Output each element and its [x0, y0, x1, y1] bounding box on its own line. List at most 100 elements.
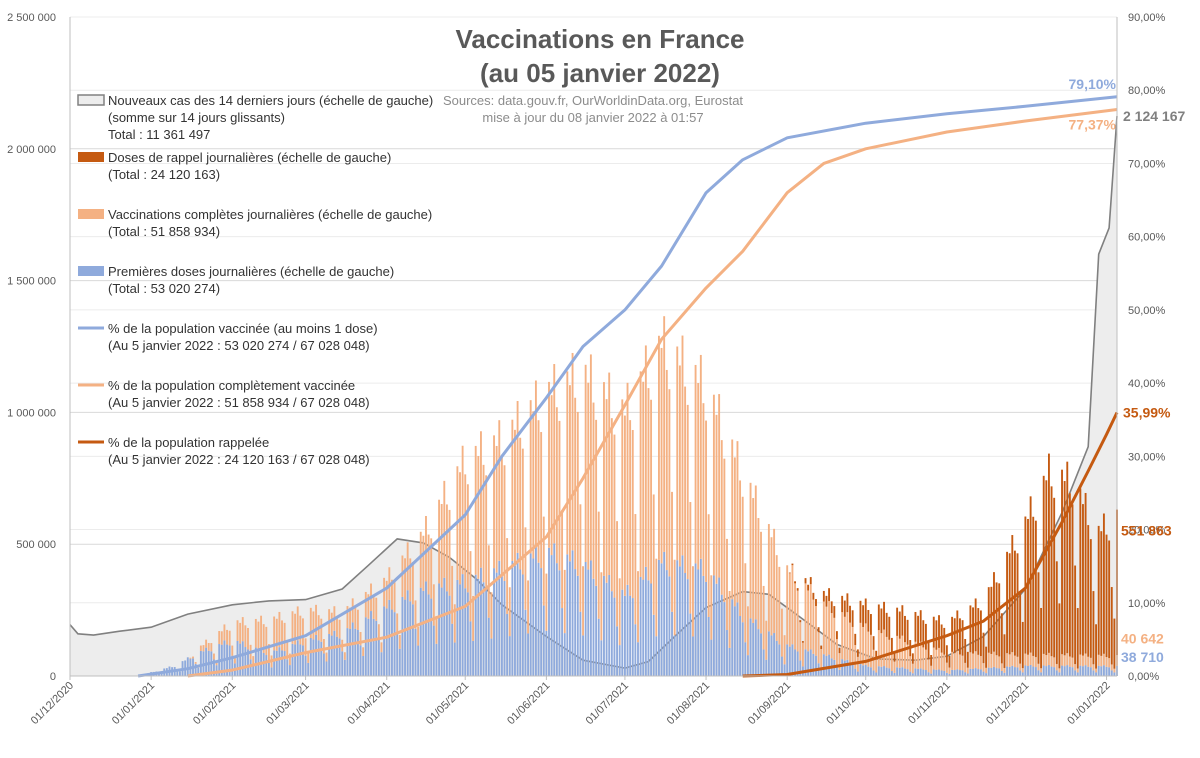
- first-dose-bar: [623, 595, 626, 676]
- first-dose-bar: [304, 655, 307, 676]
- first-dose-bar: [739, 616, 742, 676]
- complete-vaccination-bar: [618, 578, 621, 646]
- complete-vaccination-bar: [765, 620, 768, 660]
- complete-vaccination-bar: [388, 567, 391, 600]
- complete-vaccination-bar: [1000, 663, 1003, 671]
- first-dose-bar: [367, 618, 370, 676]
- first-dose-bar: [241, 641, 244, 676]
- booster-bar: [799, 620, 802, 623]
- first-dose-bar: [835, 665, 838, 676]
- booster-bar: [1092, 591, 1095, 665]
- complete-vaccination-bar: [909, 656, 912, 672]
- complete-vaccination-bar: [746, 606, 749, 656]
- complete-vaccination-bar: [404, 558, 406, 600]
- first-dose-bar: [888, 668, 891, 676]
- first-dose-bar: [1013, 667, 1016, 676]
- complete-vaccination-bar: [425, 515, 427, 582]
- booster-bar: [904, 615, 906, 643]
- booster-bar: [1040, 607, 1043, 669]
- complete-vaccination-bar: [867, 631, 870, 667]
- complete-vaccination-bar: [202, 645, 205, 652]
- complete-vaccination-bar: [469, 551, 472, 622]
- complete-vaccination-bar: [1034, 657, 1037, 668]
- right-tick-label: 30,00%: [1128, 451, 1166, 463]
- complete-vaccination-bar: [537, 420, 540, 563]
- complete-vaccination-bar: [244, 625, 247, 648]
- complete-vaccination-bar: [830, 613, 833, 659]
- complete-vaccination-bar: [686, 404, 689, 580]
- complete-vaccination-bar: [427, 534, 430, 595]
- first-dose-bar: [480, 567, 482, 676]
- complete-vaccination-bar: [930, 665, 933, 674]
- first-dose-bar: [445, 591, 448, 676]
- complete-vaccination-bar: [828, 600, 831, 655]
- complete-vaccination-bar: [231, 645, 234, 656]
- first-dose-bar: [964, 672, 967, 676]
- booster-bar: [1097, 525, 1100, 655]
- booster-bar: [935, 620, 938, 650]
- first-dose-bar: [1055, 670, 1058, 676]
- left-tick-label: 0: [50, 671, 56, 683]
- first-dose-bar: [969, 668, 972, 676]
- complete-vaccination-bar: [1008, 654, 1011, 667]
- first-dose-bar: [435, 643, 438, 676]
- complete-vaccination-bar: [349, 607, 352, 630]
- complete-vaccination-bar: [553, 364, 556, 544]
- legend-label-pct-booster: (Au 5 janvier 2022 : 24 120 163 / 67 028…: [108, 452, 370, 467]
- booster-bar: [1058, 603, 1061, 669]
- complete-vaccination-bar: [1092, 664, 1095, 671]
- complete-vaccination-bar: [1029, 652, 1032, 665]
- complete-vaccination-bar: [731, 439, 734, 600]
- complete-vaccination-bar: [904, 642, 906, 669]
- first-dose-bar: [354, 628, 357, 676]
- complete-vaccination-bar: [519, 437, 522, 570]
- first-dose-bar: [328, 634, 331, 676]
- first-dose-bar: [822, 654, 825, 676]
- first-dose-bar: [262, 652, 265, 676]
- complete-vaccination-bar: [726, 538, 728, 631]
- first-dose-bar: [506, 613, 509, 676]
- booster-bar: [872, 636, 875, 650]
- complete-vaccination-bar: [637, 571, 639, 643]
- first-dose-bar: [676, 560, 679, 676]
- booster-bar: [1089, 539, 1092, 658]
- first-dose-bar: [194, 663, 197, 676]
- first-dose-bar: [1053, 667, 1056, 676]
- first-dose-bar: [545, 630, 548, 676]
- complete-vaccination-bar: [935, 649, 938, 670]
- booster-bar: [917, 615, 920, 645]
- first-dose-bar: [1084, 665, 1087, 676]
- first-dose-bar: [922, 669, 925, 676]
- complete-vaccination-bar: [822, 601, 825, 655]
- first-dose-bar: [464, 588, 467, 676]
- first-dose-bar: [252, 665, 255, 676]
- complete-vaccination-bar: [812, 599, 815, 654]
- complete-vaccination-bar: [393, 582, 396, 613]
- complete-vaccination-bar: [1100, 655, 1103, 667]
- booster-bar: [875, 650, 878, 660]
- legend-label-pct-complete: (Au 5 janvier 2022 : 51 858 934 / 67 028…: [108, 395, 370, 410]
- complete-vaccination-bar: [233, 656, 236, 664]
- first-dose-bar: [430, 598, 433, 676]
- complete-vaccination-bar: [775, 555, 778, 641]
- first-dose-bar: [1110, 670, 1113, 676]
- source-line1: Sources: data.gouv.fr, OurWorldinData.or…: [443, 93, 743, 108]
- first-dose-bar: [644, 566, 647, 676]
- complete-vaccination-bar: [883, 629, 885, 667]
- booster-bar: [851, 610, 854, 627]
- first-dose-bar: [1113, 672, 1116, 676]
- complete-vaccination-bar: [757, 518, 760, 630]
- first-dose-bar: [377, 639, 380, 676]
- first-dose-bar: [647, 580, 650, 676]
- complete-vaccination-bar: [948, 667, 951, 674]
- complete-vaccination-bar: [555, 407, 558, 564]
- first-dose-bar: [746, 655, 749, 676]
- complete-vaccination-bar: [1053, 657, 1056, 668]
- first-dose-bar: [584, 561, 587, 676]
- legend-label-pct-booster: % de la population rappelée: [108, 435, 269, 450]
- complete-vaccination-bar: [924, 649, 927, 671]
- first-dose-bar: [815, 655, 817, 676]
- complete-vaccination-bar: [265, 626, 268, 656]
- first-dose-bar: [432, 625, 435, 676]
